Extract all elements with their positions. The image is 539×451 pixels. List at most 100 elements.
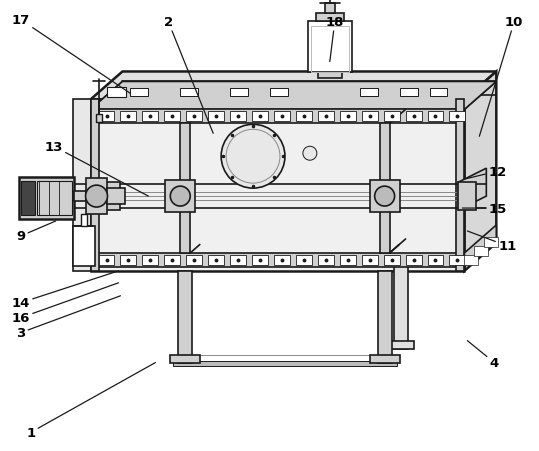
Text: 2: 2	[164, 16, 213, 134]
Bar	[362, 255, 378, 265]
Polygon shape	[465, 255, 478, 265]
Bar	[274, 255, 290, 265]
Polygon shape	[458, 169, 486, 211]
Bar	[393, 258, 407, 349]
Circle shape	[303, 147, 317, 161]
Text: 18: 18	[326, 16, 344, 62]
Bar	[91, 253, 465, 267]
Text: 1: 1	[26, 363, 155, 439]
Bar	[95, 115, 101, 123]
Text: 16: 16	[11, 283, 119, 325]
Bar	[388, 341, 413, 349]
Polygon shape	[91, 82, 496, 110]
Bar	[370, 355, 399, 363]
Text: 12: 12	[465, 166, 507, 180]
Text: 13: 13	[45, 140, 148, 197]
Bar	[296, 112, 312, 122]
Bar	[316, 14, 344, 22]
Circle shape	[86, 186, 107, 207]
Bar	[318, 112, 334, 122]
Bar	[91, 100, 99, 271]
Bar	[91, 110, 465, 124]
Text: 11: 11	[467, 231, 516, 253]
Bar	[86, 179, 107, 215]
Bar	[252, 255, 268, 265]
Bar	[427, 112, 444, 122]
Text: 3: 3	[16, 296, 120, 340]
Bar	[165, 181, 195, 212]
Bar	[450, 112, 465, 122]
Bar	[186, 255, 202, 265]
Bar	[107, 88, 127, 98]
Bar	[186, 112, 202, 122]
Bar	[100, 183, 120, 211]
Bar	[457, 100, 465, 271]
Bar	[370, 181, 399, 212]
Bar	[73, 100, 91, 271]
Bar	[21, 182, 34, 216]
Bar	[362, 112, 378, 122]
Bar	[399, 89, 418, 97]
Polygon shape	[465, 226, 496, 267]
Bar	[340, 255, 356, 265]
Bar	[458, 183, 476, 211]
Bar	[73, 226, 94, 266]
Bar	[252, 112, 268, 122]
Bar	[170, 355, 200, 363]
Circle shape	[375, 187, 395, 207]
Bar	[74, 192, 86, 202]
Polygon shape	[474, 246, 488, 256]
Bar	[270, 89, 288, 97]
Bar	[379, 124, 390, 253]
Circle shape	[221, 125, 285, 189]
Bar	[450, 255, 465, 265]
Text: 9: 9	[16, 221, 56, 243]
Bar	[384, 112, 399, 122]
Bar	[107, 189, 126, 205]
Bar	[325, 4, 335, 14]
Bar	[120, 255, 136, 265]
Bar	[427, 255, 444, 265]
Polygon shape	[485, 237, 498, 248]
Bar	[164, 255, 180, 265]
Circle shape	[170, 187, 190, 207]
Bar	[296, 255, 312, 265]
Bar	[318, 255, 334, 265]
Bar	[91, 100, 465, 271]
Bar	[378, 271, 392, 363]
Bar	[174, 361, 397, 366]
Bar	[230, 255, 246, 265]
Bar	[37, 182, 72, 216]
Bar	[120, 112, 136, 122]
Bar	[360, 89, 378, 97]
Bar	[318, 74, 342, 79]
Bar	[230, 89, 248, 97]
Polygon shape	[465, 72, 496, 271]
Bar	[142, 112, 158, 122]
Bar	[142, 255, 158, 265]
Bar	[208, 112, 224, 122]
Text: 10: 10	[479, 16, 523, 137]
Bar	[208, 255, 224, 265]
Bar	[384, 255, 399, 265]
Bar	[308, 22, 352, 74]
Polygon shape	[91, 72, 496, 100]
Bar	[311, 27, 349, 74]
Bar	[180, 124, 190, 253]
Bar	[178, 271, 192, 363]
Bar	[340, 112, 356, 122]
Text: 15: 15	[462, 202, 507, 215]
Bar	[274, 112, 290, 122]
Polygon shape	[91, 100, 465, 271]
Bar	[430, 89, 447, 97]
Bar	[180, 89, 198, 97]
Text: 4: 4	[467, 341, 499, 369]
Bar	[230, 112, 246, 122]
Text: 14: 14	[11, 271, 119, 309]
Text: 17: 17	[12, 14, 130, 94]
Bar	[81, 215, 87, 226]
Bar	[405, 112, 421, 122]
Bar	[405, 255, 421, 265]
Bar	[19, 178, 74, 220]
Bar	[99, 255, 114, 265]
